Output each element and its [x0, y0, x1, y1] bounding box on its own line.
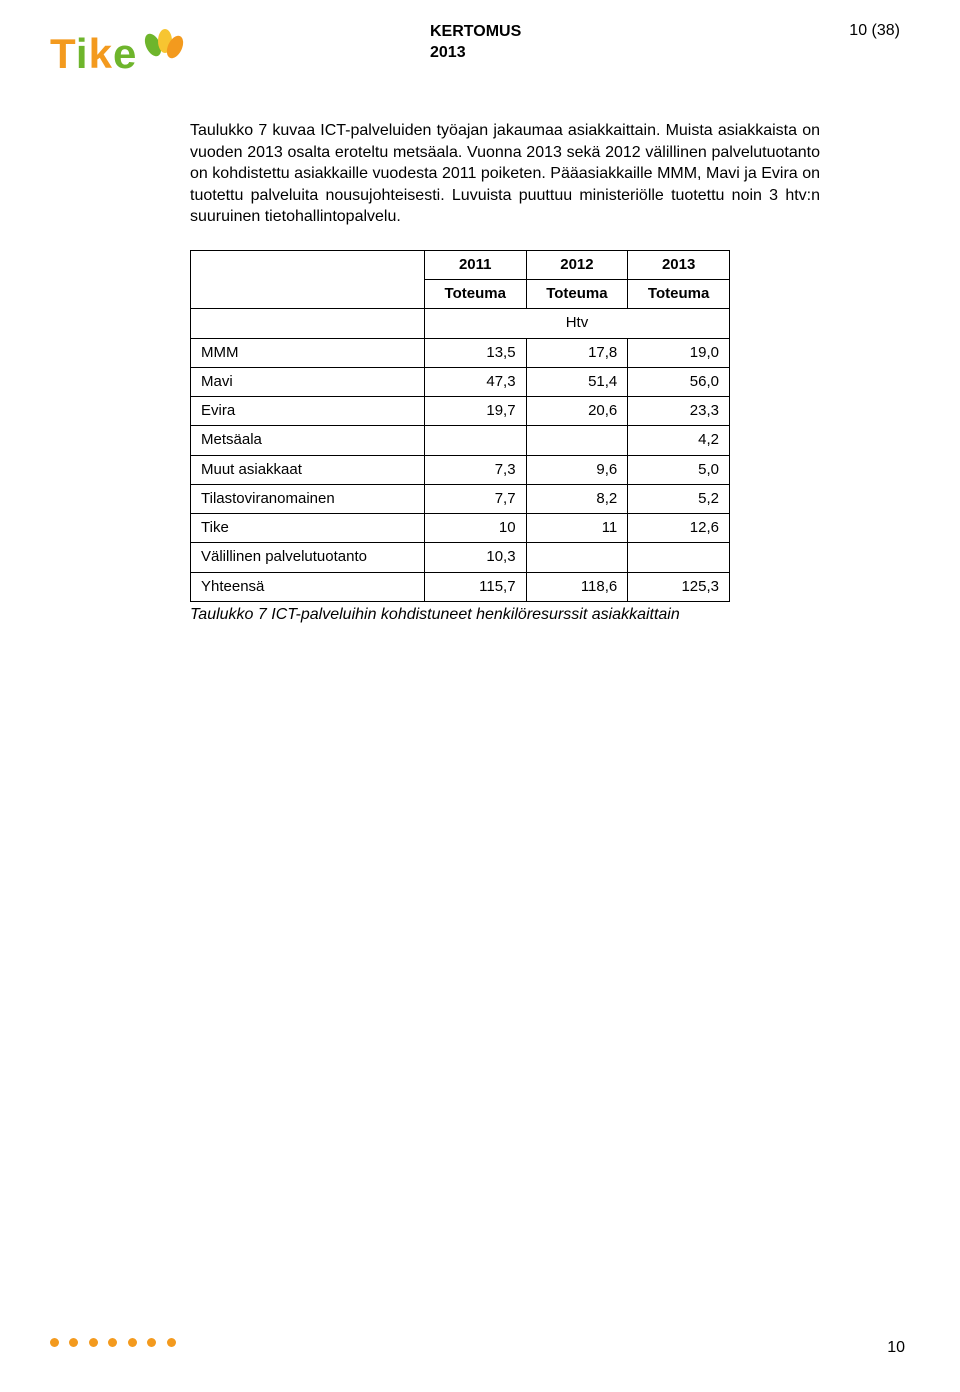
row-val: 8,2 [526, 484, 628, 513]
row-val: 9,6 [526, 455, 628, 484]
content-area: Taulukko 7 kuvaa ICT-palveluiden työajan… [0, 110, 960, 626]
row-val: 4,2 [628, 426, 730, 455]
table-row: Tilastoviranomainen 7,7 8,2 5,2 [191, 484, 730, 513]
row-val: 23,3 [628, 397, 730, 426]
row-label: Tilastoviranomainen [191, 484, 425, 513]
header-page-indicator: 10 (38) [849, 22, 900, 40]
row-val: 7,7 [424, 484, 526, 513]
table-row: Yhteensä 115,7 118,6 125,3 [191, 572, 730, 601]
table-row: Muut asiakkaat 7,3 9,6 5,0 [191, 455, 730, 484]
dot-icon [147, 1338, 156, 1347]
year-2012: 2012 [526, 250, 628, 279]
row-label: Evira [191, 397, 425, 426]
table-caption: Taulukko 7 ICT-palveluihin kohdistuneet … [190, 604, 820, 626]
row-val: 13,5 [424, 338, 526, 367]
table-row: Välillinen palvelutuotanto 10,3 [191, 543, 730, 572]
row-label: Metsäala [191, 426, 425, 455]
unit-label: Htv [424, 309, 729, 338]
row-val [526, 543, 628, 572]
table-corner-cell [191, 250, 425, 309]
table-row: Evira 19,7 20,6 23,3 [191, 397, 730, 426]
row-label: Muut asiakkaat [191, 455, 425, 484]
row-val: 47,3 [424, 367, 526, 396]
header-title: KERTOMUS 2013 [430, 22, 521, 64]
row-val: 118,6 [526, 572, 628, 601]
row-val: 19,7 [424, 397, 526, 426]
row-val: 125,3 [628, 572, 730, 601]
row-val: 12,6 [628, 514, 730, 543]
row-val [526, 426, 628, 455]
table-unit-row: Htv [191, 309, 730, 338]
dot-icon [128, 1338, 137, 1347]
page-header: Tike KERTOMUS 2013 10 (38) [0, 0, 960, 110]
table-header-years: 2011 2012 2013 [191, 250, 730, 279]
dot-icon [108, 1338, 117, 1347]
subhead-3: Toteuma [628, 280, 730, 309]
dot-icon [167, 1338, 176, 1347]
row-val: 5,0 [628, 455, 730, 484]
page-number: 10 [887, 1339, 905, 1357]
row-label: Tike [191, 514, 425, 543]
row-val: 51,4 [526, 367, 628, 396]
table-row: Metsäala 4,2 [191, 426, 730, 455]
row-val [628, 543, 730, 572]
header-title-line2: 2013 [430, 43, 521, 64]
dot-icon [69, 1338, 78, 1347]
row-label: Välillinen palvelutuotanto [191, 543, 425, 572]
logo: Tike [50, 30, 185, 78]
table-row: MMM 13,5 17,8 19,0 [191, 338, 730, 367]
row-val: 17,8 [526, 338, 628, 367]
row-label: MMM [191, 338, 425, 367]
table-row: Tike 10 11 12,6 [191, 514, 730, 543]
year-2011: 2011 [424, 250, 526, 279]
header-title-line1: KERTOMUS [430, 22, 521, 43]
footer-dots [50, 1334, 182, 1352]
row-val: 115,7 [424, 572, 526, 601]
year-2013: 2013 [628, 250, 730, 279]
subhead-1: Toteuma [424, 280, 526, 309]
row-val: 56,0 [628, 367, 730, 396]
row-val: 7,3 [424, 455, 526, 484]
row-val: 10,3 [424, 543, 526, 572]
table-row: Mavi 47,3 51,4 56,0 [191, 367, 730, 396]
row-val: 19,0 [628, 338, 730, 367]
row-val [424, 426, 526, 455]
row-val: 20,6 [526, 397, 628, 426]
dot-icon [89, 1338, 98, 1347]
data-table: 2011 2012 2013 Toteuma Toteuma Toteuma H… [190, 250, 730, 602]
logo-text: Tike [50, 30, 137, 78]
dot-icon [50, 1338, 59, 1347]
unit-blank [191, 309, 425, 338]
row-label: Mavi [191, 367, 425, 396]
row-label: Yhteensä [191, 572, 425, 601]
row-val: 5,2 [628, 484, 730, 513]
intro-paragraph: Taulukko 7 kuvaa ICT-palveluiden työajan… [190, 120, 820, 228]
subhead-2: Toteuma [526, 280, 628, 309]
row-val: 11 [526, 514, 628, 543]
leaf-icon [141, 27, 185, 76]
row-val: 10 [424, 514, 526, 543]
